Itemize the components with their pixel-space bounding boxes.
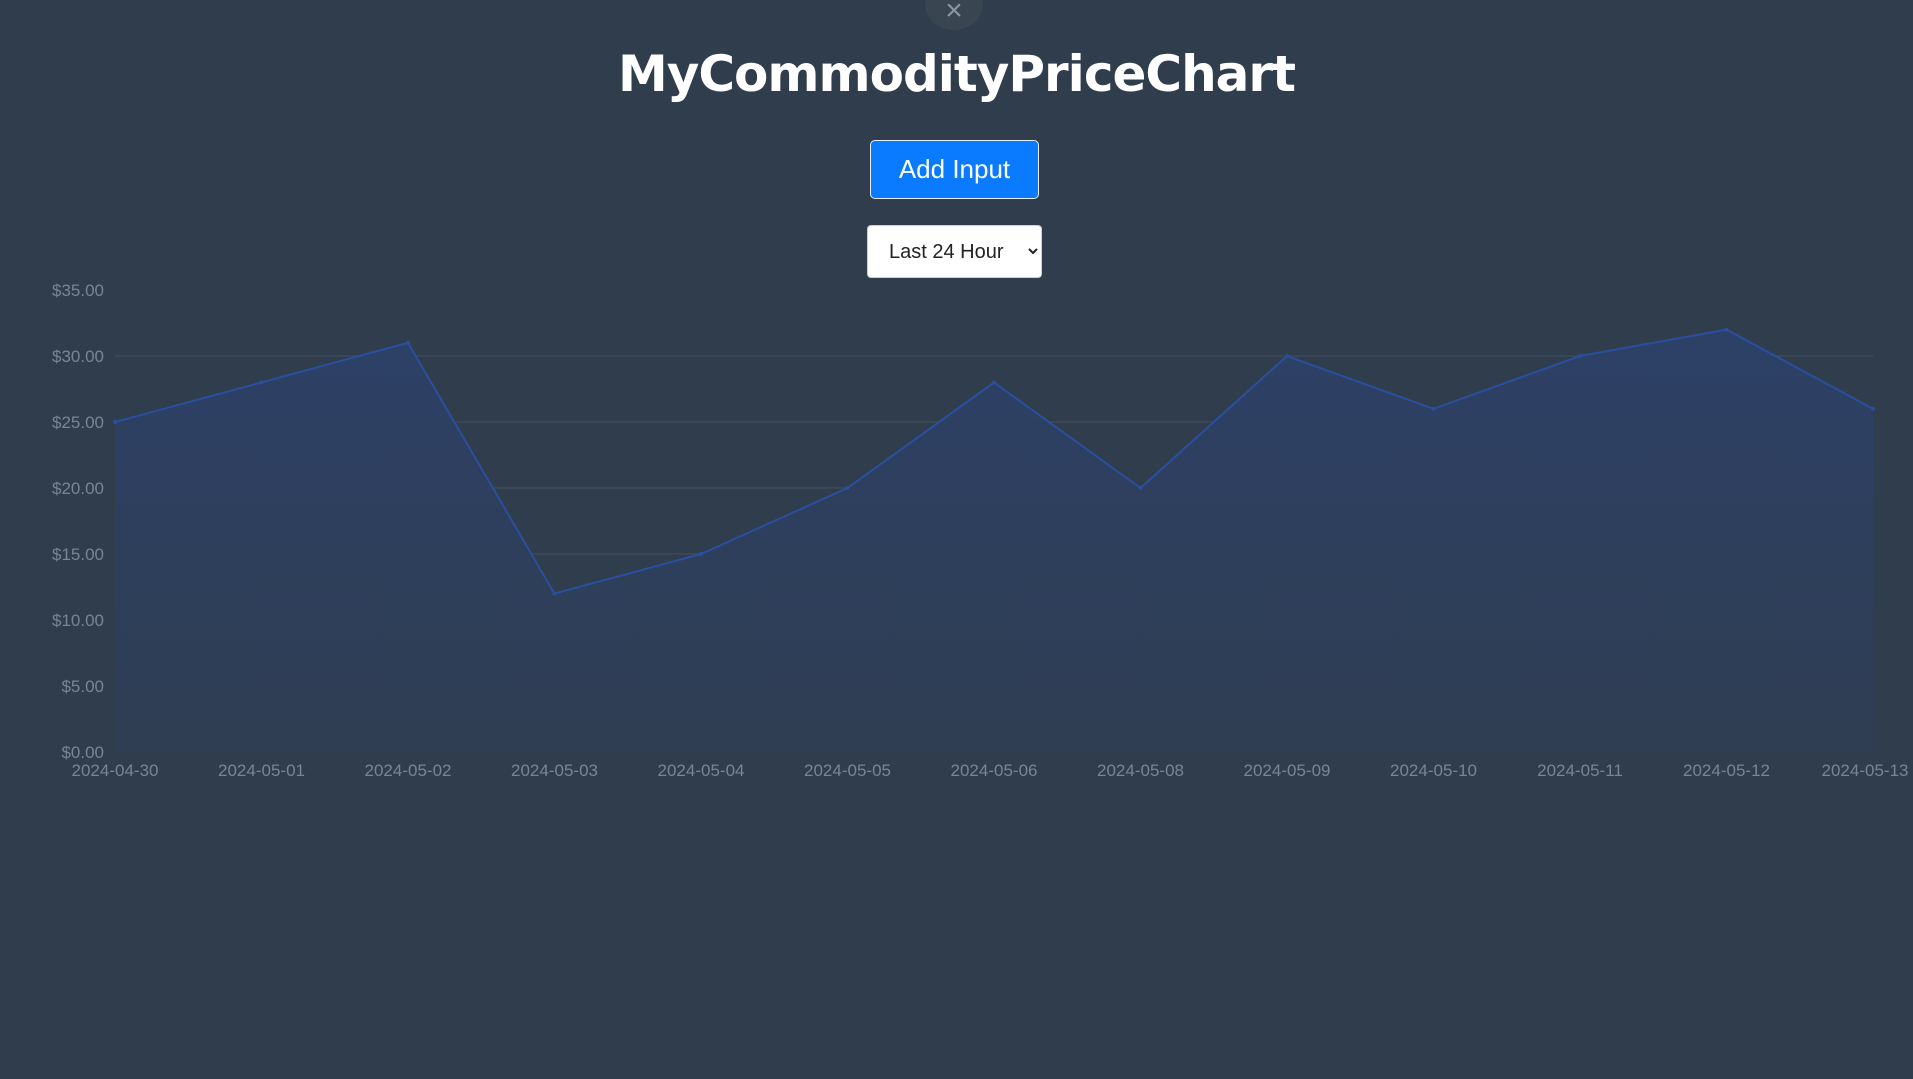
data-point[interactable]	[1285, 354, 1289, 358]
chart-area	[113, 327, 1875, 752]
x-tick-label: 2024-05-04	[658, 761, 745, 780]
y-tick-label: $25.00	[52, 413, 104, 432]
data-point[interactable]	[552, 591, 557, 596]
add-input-button[interactable]: Add Input	[870, 140, 1039, 199]
x-tick-label: 2024-05-10	[1390, 761, 1477, 780]
x-tick-label: 2024-05-08	[1097, 761, 1184, 780]
data-point[interactable]	[699, 552, 703, 556]
y-tick-label: $35.00	[52, 281, 104, 300]
x-tick-label: 2024-05-11	[1537, 761, 1623, 780]
x-tick-label: 2024-05-12	[1683, 761, 1770, 780]
y-tick-label: $20.00	[52, 479, 104, 498]
x-tick-label: 2024-05-05	[804, 761, 891, 780]
x-tick-label: 2024-05-09	[1244, 761, 1331, 780]
page-title: MyCommodityPriceChart	[618, 45, 1296, 103]
data-point[interactable]	[113, 420, 117, 424]
time-range-select[interactable]: Last 24 Hour	[867, 225, 1042, 278]
price-chart: $0.00 $5.00 $10.00 $15.00 $20.00 $25.00 $30.00…	[52, 281, 1909, 780]
data-point[interactable]	[259, 380, 264, 385]
y-tick-label: $15.00	[52, 545, 104, 564]
y-tick-label: $30.00	[52, 347, 104, 366]
data-point[interactable]	[992, 380, 996, 385]
data-point[interactable]	[406, 340, 410, 345]
x-tick-label: 2024-05-03	[511, 761, 598, 780]
x-axis: 2024-04-30 2024-05-01 2024-05-02 2024-05-03…	[72, 761, 1909, 780]
data-point[interactable]	[1431, 406, 1436, 411]
data-point[interactable]	[1724, 327, 1729, 332]
data-point[interactable]	[1578, 354, 1582, 358]
close-icon[interactable]: ×	[925, 0, 983, 30]
data-point[interactable]	[845, 486, 850, 490]
x-tick-label: 2024-05-01	[218, 761, 305, 780]
x-tick-label: 2024-05-02	[365, 761, 452, 780]
data-point[interactable]	[1871, 406, 1875, 411]
y-tick-label: $0.00	[61, 743, 104, 762]
y-axis: $0.00 $5.00 $10.00 $15.00 $20.00 $25.00 $30.00…	[52, 281, 104, 762]
y-tick-label: $10.00	[52, 611, 104, 630]
x-tick-label: 2024-04-30	[72, 761, 159, 780]
series-area-fill	[115, 329, 1873, 752]
x-tick-label: 2024-05-13	[1822, 761, 1909, 780]
y-tick-label: $5.00	[61, 677, 104, 696]
data-point[interactable]	[1138, 486, 1143, 490]
x-tick-label: 2024-05-06	[951, 761, 1038, 780]
